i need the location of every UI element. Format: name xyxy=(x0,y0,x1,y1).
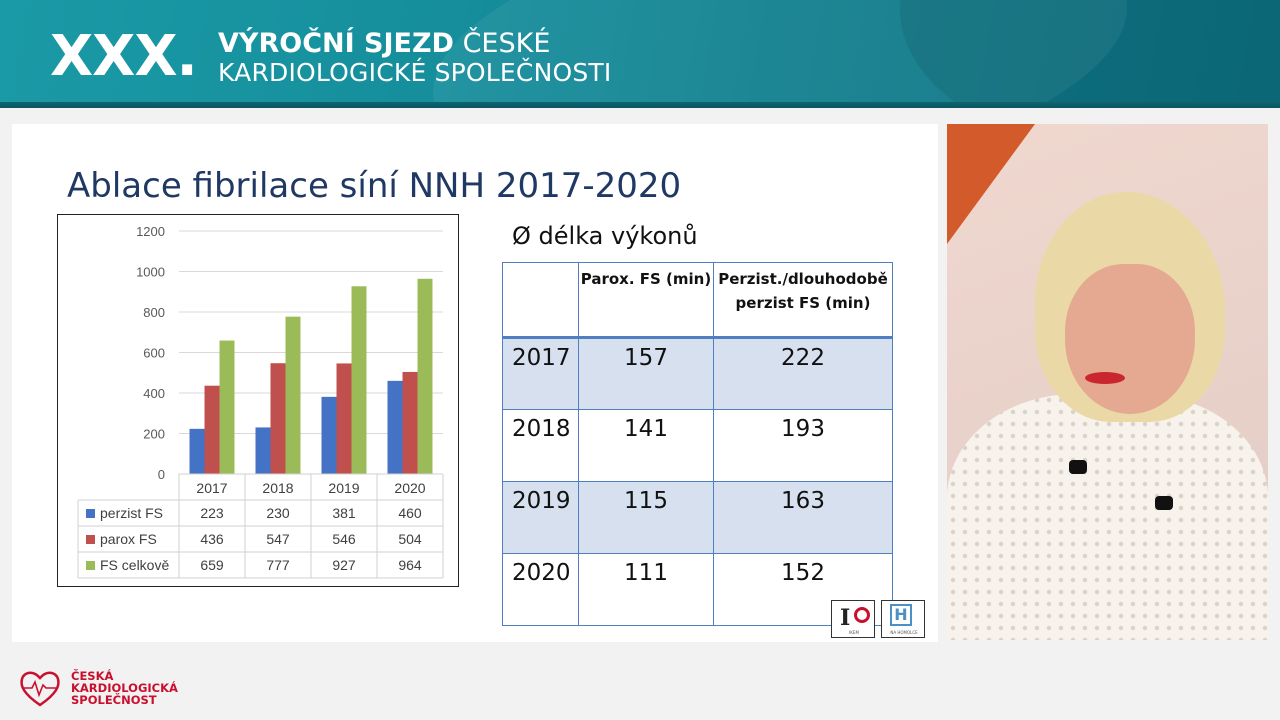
bar xyxy=(204,385,220,474)
background-accent xyxy=(947,124,1035,244)
y-tick-label: 600 xyxy=(143,346,165,361)
data-value-label: 436 xyxy=(200,531,224,547)
ikem-logo-ring xyxy=(854,607,870,623)
lapel-mic-icon xyxy=(1155,496,1173,510)
slide-title: Ablace fibrilace síní NNH 2017-2020 xyxy=(67,166,682,206)
data-value-label: 927 xyxy=(332,557,356,573)
table-cell-year: 2020 xyxy=(502,553,579,626)
table-cell-year: 2017 xyxy=(502,337,579,410)
y-tick-label: 800 xyxy=(143,305,165,320)
table-row: 2019 115 163 xyxy=(502,481,893,554)
table-header-cell xyxy=(502,262,579,339)
legend-label: parox FS xyxy=(100,531,157,547)
data-value-label: 547 xyxy=(266,531,290,547)
banner-divider xyxy=(0,102,1280,108)
data-value-label: 381 xyxy=(332,505,356,521)
na-homolce-logo-text: NA HOMOLCE xyxy=(890,630,918,635)
legend-key xyxy=(86,535,95,544)
bar xyxy=(336,363,352,474)
table-title: Ø délka výkonů xyxy=(512,222,698,250)
bar xyxy=(321,396,337,474)
data-value-label: 546 xyxy=(332,531,356,547)
data-value-label: 230 xyxy=(266,505,290,521)
congress-title-rest: ČESKÉ xyxy=(462,28,551,59)
y-tick-label: 1000 xyxy=(136,265,165,280)
table-header-cell: Parox. FS (min) xyxy=(578,262,714,339)
na-homolce-logo: H NA HOMOLCE xyxy=(881,600,925,638)
header-banner: XXX. VÝROČNÍ SJEZD ČESKÉ KARDIOLOGICKÉ S… xyxy=(0,0,1280,108)
table-cell: 163 xyxy=(713,481,893,554)
bar xyxy=(255,427,271,474)
legend-key xyxy=(86,509,95,518)
y-tick-label: 1200 xyxy=(136,224,165,239)
society-name-line: KARDIOLOGICKÁ xyxy=(71,681,178,695)
data-value-label: 659 xyxy=(200,557,224,573)
table-cell: 115 xyxy=(578,481,714,554)
y-tick-label: 0 xyxy=(158,467,165,482)
y-tick-label: 200 xyxy=(143,427,165,442)
table-cell: 222 xyxy=(713,337,893,410)
ikem-logo-mark: I xyxy=(840,605,851,631)
congress-title-line2: KARDIOLOGICKÉ SPOLEČNOSTI xyxy=(218,58,612,87)
x-tick-label: 2017 xyxy=(196,480,227,496)
table-cell: 141 xyxy=(578,409,714,482)
table-header-row: Parox. FS (min) Perzist./dlouhodobě perz… xyxy=(502,262,893,339)
table-row: 2017 157 222 xyxy=(502,337,893,410)
bar xyxy=(285,316,301,474)
heart-logo-icon xyxy=(20,671,60,707)
table-row: 2020 111 152 xyxy=(502,553,893,626)
duration-table: Parox. FS (min) Perzist./dlouhodobě perz… xyxy=(502,262,893,626)
data-value-label: 504 xyxy=(398,531,422,547)
bar xyxy=(402,371,418,474)
bar-chart: 0 200 400 600 800 1000 1200 2017 2018 2019 2020 per… xyxy=(57,214,459,587)
data-value-label: 460 xyxy=(398,505,422,521)
table-cell: 193 xyxy=(713,409,893,482)
society-name-line: ČESKÁ xyxy=(71,669,114,683)
table-cell: 157 xyxy=(578,337,714,410)
bar xyxy=(219,340,235,474)
legend-key xyxy=(86,561,95,570)
x-tick-label: 2020 xyxy=(394,480,425,496)
ikem-logo: I IKEM xyxy=(831,600,875,638)
ikem-logo-text: IKEM xyxy=(849,630,859,635)
y-tick-label: 400 xyxy=(143,386,165,401)
banner-decoration xyxy=(900,0,1280,108)
table-row: 2018 141 193 xyxy=(502,409,893,482)
presentation-slide: Ablace fibrilace síní NNH 2017-2020 0 200… xyxy=(12,124,938,642)
legend-label: perzist FS xyxy=(100,505,163,521)
congress-title-bold: VÝROČNÍ SJEZD xyxy=(218,28,454,59)
table-header-cell: Perzist./dlouhodobě perzist FS (min) xyxy=(713,262,893,339)
na-homolce-logo-mark: H xyxy=(890,604,912,626)
blouse-pattern xyxy=(947,394,1268,640)
lapel-mic-icon xyxy=(1069,460,1087,474)
x-tick-label: 2018 xyxy=(262,480,293,496)
data-value-label: 223 xyxy=(200,505,224,521)
society-name: ČESKÁ KARDIOLOGICKÁ SPOLEČNOST xyxy=(71,670,178,706)
bar xyxy=(189,428,205,474)
table-cell-year: 2019 xyxy=(502,481,579,554)
table-cell: 111 xyxy=(578,553,714,626)
congress-number: XXX. xyxy=(50,24,198,89)
bar xyxy=(351,286,367,474)
bar xyxy=(387,380,403,474)
speaker-video xyxy=(947,124,1268,640)
x-tick-label: 2019 xyxy=(328,480,359,496)
legend-label: FS celkově xyxy=(100,557,169,573)
society-name-line: SPOLEČNOST xyxy=(71,693,157,707)
speaker-lips xyxy=(1085,372,1125,384)
congress-title-line1: VÝROČNÍ SJEZD ČESKÉ xyxy=(218,28,550,60)
data-value-label: 964 xyxy=(398,557,422,573)
speaker-face xyxy=(1065,264,1195,414)
bar xyxy=(417,278,433,474)
data-value-label: 777 xyxy=(266,557,290,573)
table-cell-year: 2018 xyxy=(502,409,579,482)
bar xyxy=(270,363,286,474)
chart-svg: 0 200 400 600 800 1000 1200 2017 2018 2019 2020 per… xyxy=(77,224,444,579)
